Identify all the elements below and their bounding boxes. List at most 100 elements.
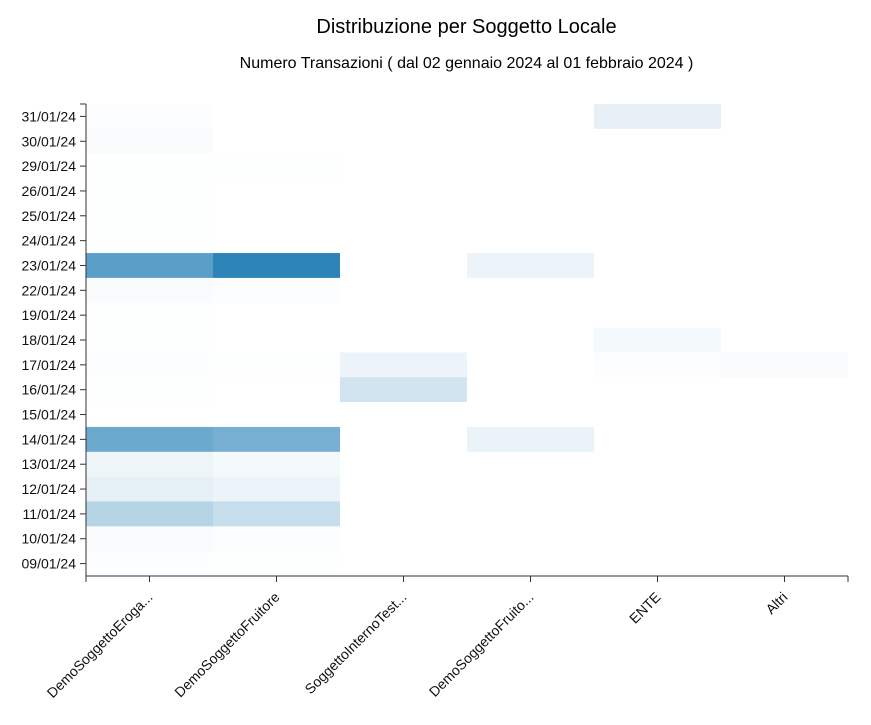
heatmap-cell[interactable] <box>721 203 849 229</box>
heatmap-cell[interactable] <box>467 451 595 477</box>
heatmap-cell[interactable] <box>213 352 341 378</box>
heatmap-cell[interactable] <box>594 302 722 328</box>
heatmap-cell[interactable] <box>467 476 595 502</box>
heatmap-cell[interactable] <box>86 501 214 527</box>
heatmap-cell[interactable] <box>86 153 214 179</box>
heatmap-cell[interactable] <box>594 128 722 154</box>
heatmap-cell[interactable] <box>213 104 341 130</box>
heatmap-cell[interactable] <box>721 476 849 502</box>
heatmap-cell[interactable] <box>340 551 468 577</box>
heatmap-cell[interactable] <box>213 253 341 279</box>
heatmap-cell[interactable] <box>86 277 214 304</box>
heatmap-cell[interactable] <box>594 228 722 254</box>
heatmap-cell[interactable] <box>467 501 595 527</box>
heatmap-cell[interactable] <box>340 451 468 477</box>
heatmap-cell[interactable] <box>721 526 849 552</box>
heatmap-cell[interactable] <box>213 128 341 154</box>
heatmap-cell[interactable] <box>594 377 722 403</box>
heatmap-cell[interactable] <box>213 327 341 353</box>
heatmap-cell[interactable] <box>721 228 849 254</box>
heatmap-cell[interactable] <box>594 526 722 552</box>
heatmap-cell[interactable] <box>213 377 341 403</box>
heatmap-cell[interactable] <box>594 203 722 229</box>
heatmap-cell[interactable] <box>213 526 341 552</box>
heatmap-cell[interactable] <box>213 277 341 304</box>
heatmap-cell[interactable] <box>213 228 341 254</box>
heatmap-cell[interactable] <box>213 178 341 204</box>
heatmap-cell[interactable] <box>594 352 722 378</box>
heatmap-cell[interactable] <box>467 128 595 154</box>
heatmap-cell[interactable] <box>721 128 849 154</box>
heatmap-cell[interactable] <box>594 501 722 527</box>
heatmap-cell[interactable] <box>721 551 849 577</box>
heatmap-cell[interactable] <box>721 451 849 477</box>
heatmap-cell[interactable] <box>467 153 595 179</box>
heatmap-cell[interactable] <box>86 128 214 154</box>
heatmap-cell[interactable] <box>721 153 849 179</box>
heatmap-cell[interactable] <box>213 501 341 527</box>
heatmap-cell[interactable] <box>721 426 849 453</box>
heatmap-cell[interactable] <box>721 178 849 204</box>
heatmap-cell[interactable] <box>86 104 214 130</box>
heatmap-cell[interactable] <box>721 277 849 304</box>
heatmap-cell[interactable] <box>467 377 595 403</box>
heatmap-cell[interactable] <box>721 377 849 403</box>
heatmap-cell[interactable] <box>340 476 468 502</box>
heatmap-cell[interactable] <box>721 327 849 353</box>
heatmap-cell[interactable] <box>340 253 468 279</box>
heatmap-cell[interactable] <box>594 178 722 204</box>
heatmap-cell[interactable] <box>594 253 722 279</box>
heatmap-cell[interactable] <box>86 451 214 477</box>
heatmap-cell[interactable] <box>721 253 849 279</box>
heatmap-cell[interactable] <box>467 551 595 577</box>
heatmap-cell[interactable] <box>340 501 468 527</box>
heatmap-cell[interactable] <box>467 327 595 353</box>
heatmap-cell[interactable] <box>86 377 214 403</box>
heatmap-cell[interactable] <box>721 352 849 378</box>
heatmap-cell[interactable] <box>213 153 341 179</box>
heatmap-cell[interactable] <box>86 327 214 353</box>
heatmap-cell[interactable] <box>721 402 849 428</box>
heatmap-cell[interactable] <box>340 277 468 304</box>
heatmap-cell[interactable] <box>721 302 849 328</box>
heatmap-cell[interactable] <box>86 253 214 279</box>
heatmap-cell[interactable] <box>594 402 722 428</box>
heatmap-cell[interactable] <box>86 352 214 378</box>
heatmap-cell[interactable] <box>594 327 722 353</box>
heatmap-cell[interactable] <box>86 426 214 453</box>
heatmap-cell[interactable] <box>86 476 214 502</box>
heatmap-cell[interactable] <box>86 228 214 254</box>
heatmap-cell[interactable] <box>340 327 468 353</box>
heatmap-cell[interactable] <box>467 352 595 378</box>
heatmap-cell[interactable] <box>467 277 595 304</box>
heatmap-cell[interactable] <box>467 426 595 453</box>
heatmap-cell[interactable] <box>467 302 595 328</box>
heatmap-cell[interactable] <box>594 451 722 477</box>
heatmap-cell[interactable] <box>340 352 468 378</box>
heatmap-cell[interactable] <box>467 228 595 254</box>
heatmap-cell[interactable] <box>467 104 595 130</box>
heatmap-cell[interactable] <box>340 153 468 179</box>
heatmap-cell[interactable] <box>340 228 468 254</box>
heatmap-cell[interactable] <box>86 526 214 552</box>
heatmap-cell[interactable] <box>86 551 214 577</box>
heatmap-cell[interactable] <box>594 153 722 179</box>
heatmap-cell[interactable] <box>594 551 722 577</box>
heatmap-cell[interactable] <box>594 277 722 304</box>
heatmap-cell[interactable] <box>340 203 468 229</box>
heatmap-cell[interactable] <box>86 203 214 229</box>
heatmap-cell[interactable] <box>213 476 341 502</box>
heatmap-cell[interactable] <box>594 104 722 130</box>
heatmap-cell[interactable] <box>86 302 214 328</box>
heatmap-cell[interactable] <box>340 302 468 328</box>
heatmap-cell[interactable] <box>86 178 214 204</box>
heatmap-cell[interactable] <box>340 104 468 130</box>
heatmap-cell[interactable] <box>213 551 341 577</box>
heatmap-cell[interactable] <box>213 402 341 428</box>
heatmap-cell[interactable] <box>340 526 468 552</box>
heatmap-cell[interactable] <box>467 402 595 428</box>
heatmap-cell[interactable] <box>467 253 595 279</box>
heatmap-cell[interactable] <box>213 451 341 477</box>
heatmap-cell[interactable] <box>721 501 849 527</box>
heatmap-cell[interactable] <box>213 302 341 328</box>
